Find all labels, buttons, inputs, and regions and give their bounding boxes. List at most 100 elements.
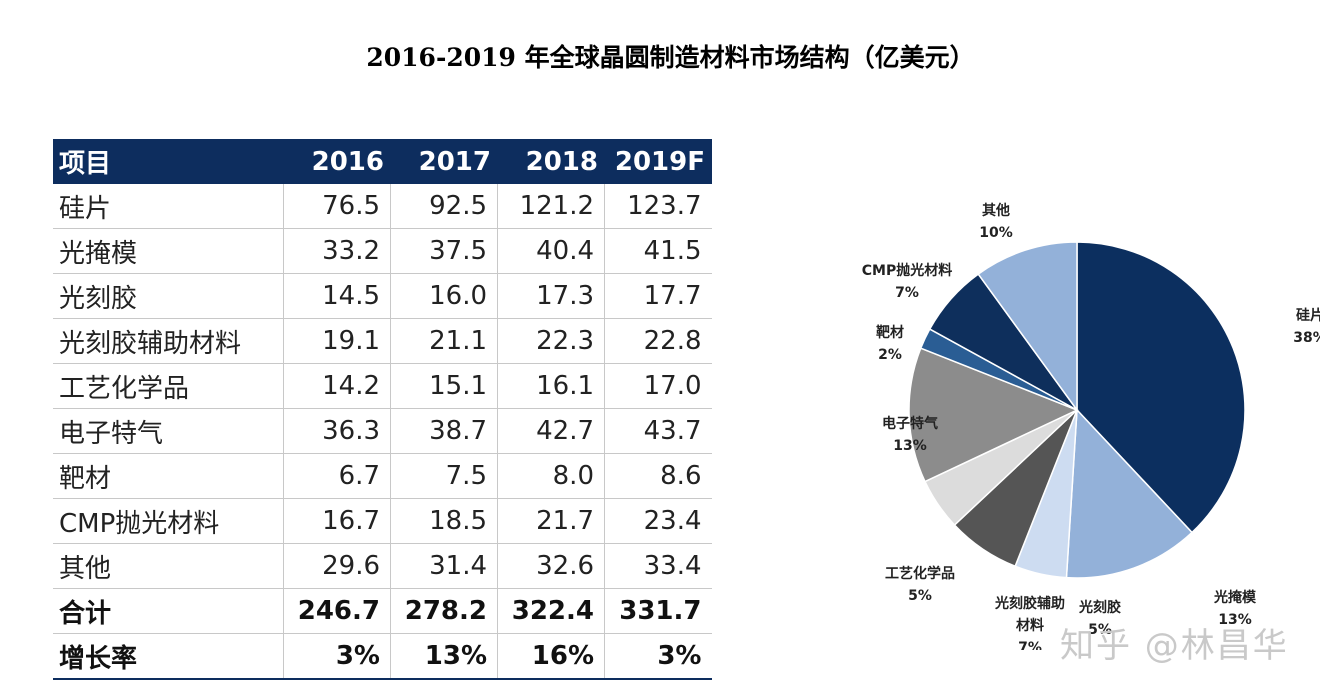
table-row: 工艺化学品 14.2 15.1 16.1 17.0 bbox=[53, 363, 712, 409]
slice-percent: 5% bbox=[908, 588, 932, 604]
header-2017: 2017 bbox=[390, 139, 498, 184]
pie-slice bbox=[1076, 241, 1246, 534]
table-cell: 17.0 bbox=[604, 363, 712, 409]
table-cell: 32.6 bbox=[497, 543, 605, 589]
table-row: 电子特气 36.3 38.7 42.7 43.7 bbox=[53, 408, 712, 454]
slice-label: 光掩模 13% bbox=[1213, 589, 1257, 628]
table-cell: 16.7 bbox=[283, 498, 391, 544]
pie-slice bbox=[977, 241, 1078, 413]
table-cell: 33.4 bbox=[604, 543, 712, 589]
slice-name: 电子特气 bbox=[882, 415, 938, 432]
table-cell: 42.7 bbox=[497, 408, 605, 454]
table-cell: 43.7 bbox=[604, 408, 712, 454]
slice-name: 光刻胶辅助 bbox=[994, 595, 1065, 612]
row-label: 电子特气 bbox=[53, 408, 284, 454]
slice-percent: 13% bbox=[1218, 612, 1252, 628]
slice-label: 光刻胶 5% bbox=[1078, 599, 1121, 638]
slice-name: 光掩模 bbox=[1213, 589, 1257, 606]
table-cell: 322.4 bbox=[497, 588, 605, 634]
table-cell: 15.1 bbox=[390, 363, 498, 409]
table-cell: 6.7 bbox=[283, 453, 391, 499]
table-row: 光掩模 33.2 37.5 40.4 41.5 bbox=[53, 228, 712, 274]
row-label: 光掩模 bbox=[53, 228, 284, 274]
market-table: 项目 2016 2017 2018 2019F 硅片 76.5 92.5 121.2 1… bbox=[53, 139, 712, 680]
table-row: 硅片 76.5 92.5 121.2 123.7 bbox=[53, 184, 712, 229]
slice-name: 靶材 bbox=[876, 324, 904, 341]
table-cell: 22.8 bbox=[604, 318, 712, 364]
table-row: 光刻胶 14.5 16.0 17.3 17.7 bbox=[53, 273, 712, 319]
row-label: CMP抛光材料 bbox=[53, 498, 284, 544]
table-cell: 22.3 bbox=[497, 318, 605, 364]
table-cell: 92.5 bbox=[390, 184, 498, 229]
slice-label: 光刻胶辅助材料 7% bbox=[994, 595, 1065, 650]
row-label: 光刻胶 bbox=[53, 273, 284, 319]
table-cell: 246.7 bbox=[283, 588, 391, 634]
table-cell: 3% bbox=[283, 633, 391, 680]
table-cell: 16.1 bbox=[497, 363, 605, 409]
table-cell: 8.0 bbox=[497, 453, 605, 499]
row-label: 硅片 bbox=[53, 184, 284, 229]
table-row: 合计 246.7 278.2 322.4 331.7 bbox=[53, 588, 712, 634]
slice-label: 硅片 38% bbox=[1293, 307, 1320, 346]
slice-label: 工艺化学品 5% bbox=[885, 565, 955, 604]
row-label: 其他 bbox=[53, 543, 284, 589]
table-cell: 17.3 bbox=[497, 273, 605, 319]
slice-percent: 10% bbox=[979, 225, 1013, 241]
slice-name: 其他 bbox=[982, 202, 1010, 219]
header-2016: 2016 bbox=[283, 139, 391, 184]
table-cell: 14.5 bbox=[283, 273, 391, 319]
table-cell: 33.2 bbox=[283, 228, 391, 274]
slice-percent: 7% bbox=[895, 285, 919, 301]
pie-labels: 硅片 38% 光掩模 13% 光刻胶 5% 光刻胶辅助材料 7% 工艺化学品 5% 电子特气 13% 靶… bbox=[862, 202, 1320, 650]
table-cell: 23.4 bbox=[604, 498, 712, 544]
slice-name: 光刻胶 bbox=[1078, 599, 1121, 616]
header-2018: 2018 bbox=[497, 139, 605, 184]
slice-percent: 5% bbox=[1088, 622, 1112, 638]
table-row: 光刻胶辅助材料 19.1 21.1 22.3 22.8 bbox=[53, 318, 712, 364]
table-row: 靶材 6.7 7.5 8.0 8.6 bbox=[53, 453, 712, 499]
table-cell: 76.5 bbox=[283, 184, 391, 229]
table-cell: 8.6 bbox=[604, 453, 712, 499]
table-cell: 3% bbox=[604, 633, 712, 680]
slice-label: 靶材 2% bbox=[876, 324, 904, 363]
chart-title: 2016-2019 年全球晶圆制造材料市场结构（亿美元） bbox=[366, 43, 975, 72]
row-label: 合计 bbox=[53, 588, 284, 634]
slice-label: CMP抛光材料 7% bbox=[862, 262, 952, 301]
watermark-text: 知乎 @林昌华 bbox=[1060, 626, 1289, 666]
pie-chart: 硅片 38% 光掩模 13% 光刻胶 5% 光刻胶辅助材料 7% 工艺化学品 5% 电子特气 13% 靶… bbox=[862, 202, 1320, 650]
table-cell: 41.5 bbox=[604, 228, 712, 274]
table-cell: 38.7 bbox=[390, 408, 498, 454]
table-row: 增长率 3% 13% 16% 3% bbox=[53, 633, 712, 680]
table-cell: 18.5 bbox=[390, 498, 498, 544]
slice-percent: 13% bbox=[893, 438, 927, 454]
header-2019f: 2019F bbox=[604, 139, 712, 184]
slice-label: 电子特气 13% bbox=[882, 415, 938, 454]
table-cell: 19.1 bbox=[283, 318, 391, 364]
slice-name: 工艺化学品 bbox=[885, 565, 955, 582]
table-cell: 21.1 bbox=[390, 318, 498, 364]
pie-slices bbox=[908, 241, 1246, 579]
table-cell: 331.7 bbox=[604, 588, 712, 634]
slice-percent: 38% bbox=[1293, 330, 1320, 346]
row-label: 工艺化学品 bbox=[53, 363, 284, 409]
table-cell: 13% bbox=[390, 633, 498, 680]
slice-percent: 2% bbox=[878, 347, 902, 363]
row-label: 光刻胶辅助材料 bbox=[53, 318, 284, 364]
table-cell: 278.2 bbox=[390, 588, 498, 634]
table-cell: 14.2 bbox=[283, 363, 391, 409]
table-row: CMP抛光材料 16.7 18.5 21.7 23.4 bbox=[53, 498, 712, 544]
slice-name: 硅片 bbox=[1296, 307, 1320, 324]
table-cell: 21.7 bbox=[497, 498, 605, 544]
table-cell: 31.4 bbox=[390, 543, 498, 589]
slice-percent: 7% bbox=[1018, 640, 1042, 650]
table-body: 硅片 76.5 92.5 121.2 123.7 光掩模 33.2 37.5 40.4 41.5 光… bbox=[53, 184, 712, 680]
table-cell: 36.3 bbox=[283, 408, 391, 454]
table-row: 其他 29.6 31.4 32.6 33.4 bbox=[53, 543, 712, 589]
table-cell: 16% bbox=[497, 633, 605, 680]
table-cell: 17.7 bbox=[604, 273, 712, 319]
pie-slice bbox=[908, 347, 1079, 483]
table-cell: 40.4 bbox=[497, 228, 605, 274]
table-cell: 121.2 bbox=[497, 184, 605, 229]
row-label: 靶材 bbox=[53, 453, 284, 499]
table-header-row: 项目 2016 2017 2018 2019F bbox=[53, 139, 712, 184]
